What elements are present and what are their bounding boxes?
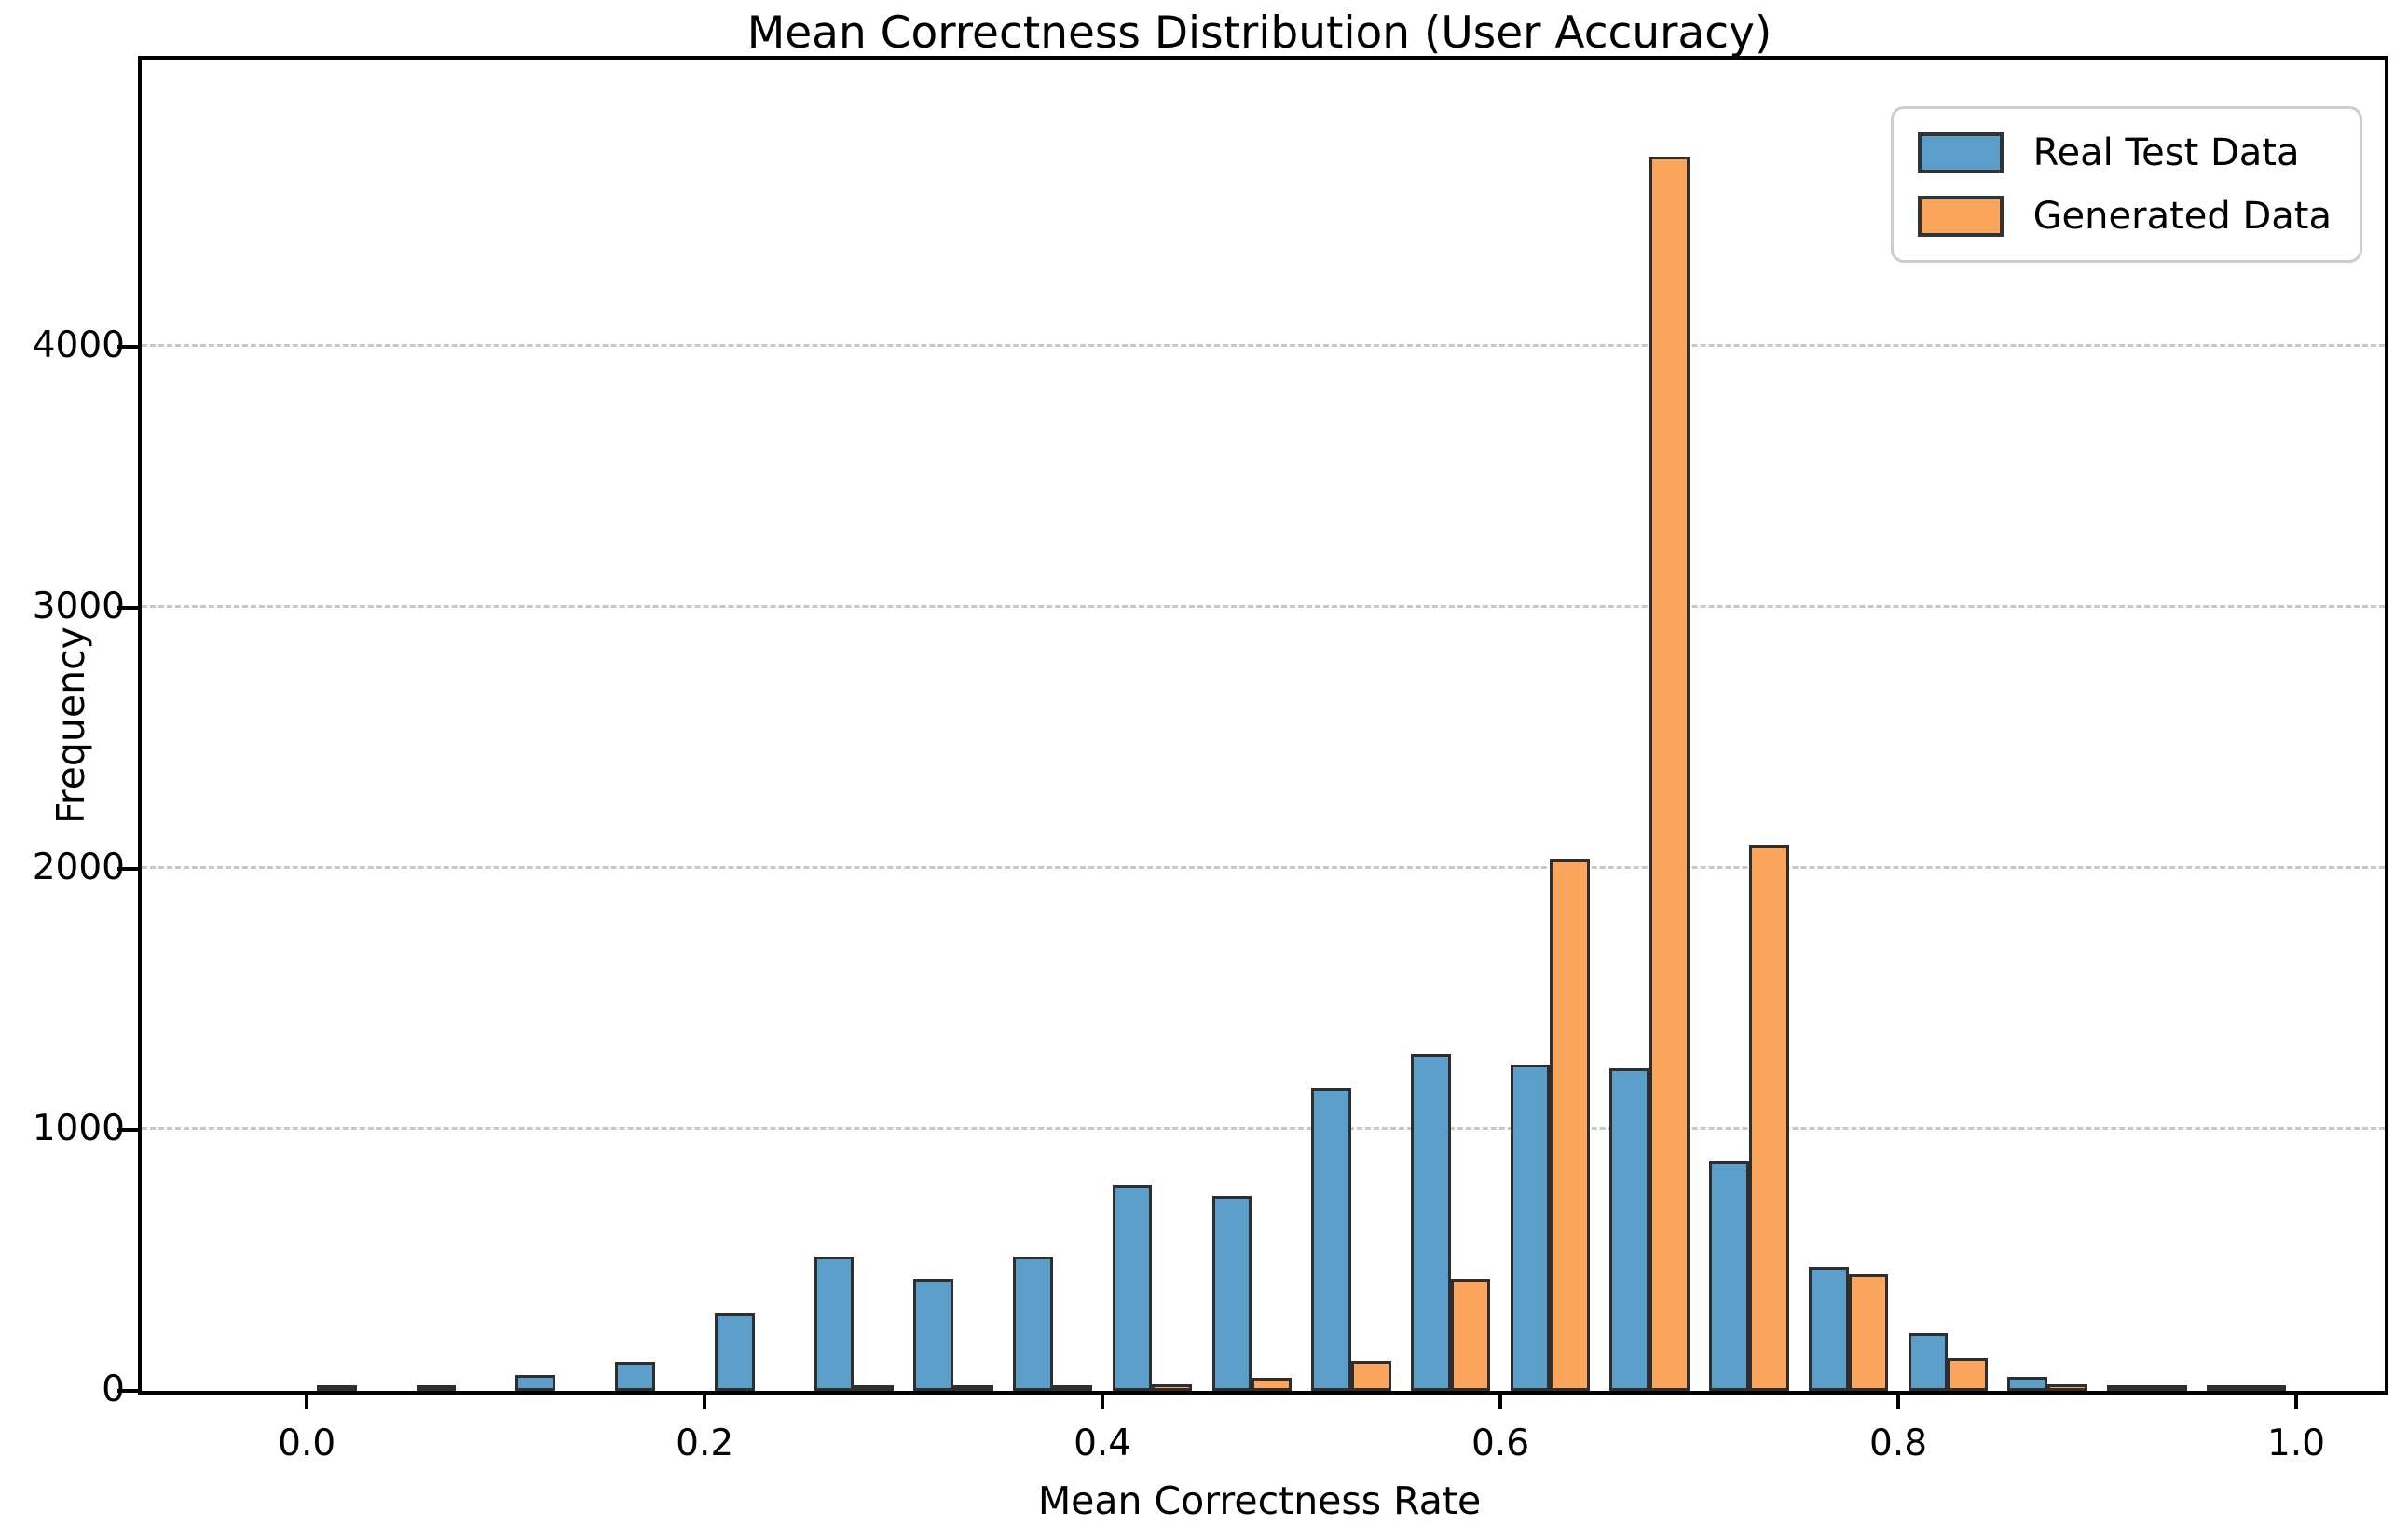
bar-real-test-data-bin-0.60 [1510,1065,1551,1391]
legend-row-generated-data: Generated Data [1917,195,2332,238]
bar-generated-data-bin-0.30 [953,1385,993,1391]
legend: Real Test Data Generated Data [1890,106,2362,263]
y-tick-label-1000: 1000 [32,1107,125,1149]
y-axis-label: Frequency [48,626,93,824]
y-tick-label-0: 0 [102,1368,125,1410]
bar-real-test-data-bin-0.30 [913,1278,953,1391]
legend-row-real-test-data: Real Test Data [1917,131,2332,174]
legend-label-real-test-data: Real Test Data [2032,131,2300,174]
x-tick-label-0.2: 0.2 [676,1422,734,1464]
y-tick-mark-0 [117,1389,138,1393]
gridline-y-4000 [142,344,2385,347]
legend-swatch-real-test-data [1917,132,2004,173]
bar-real-test-data-bin-0.50 [1311,1088,1351,1391]
bar-generated-data-bin-0.80 [1948,1358,1989,1391]
bar-real-test-data-bin-0.90 [2107,1385,2147,1391]
bar-generated-data-bin-0.35 [1052,1385,1093,1391]
x-tick-label-1.0: 1.0 [2266,1422,2326,1464]
gridline-y-3000 [142,605,2385,608]
gridline-y-2000 [142,866,2385,869]
bar-real-test-data-bin-0.05 [416,1385,457,1391]
chart-title: Mean Correctness Distribution (User Accu… [746,7,1772,59]
legend-label-generated-data: Generated Data [2032,195,2332,238]
bar-generated-data-bin-0.85 [2047,1384,2087,1391]
bar-generated-data-bin-0.25 [854,1385,894,1391]
bar-real-test-data-bin-0.10 [515,1375,556,1391]
y-tick-mark-3000 [117,606,138,610]
bar-real-test-data-bin-0.15 [615,1362,655,1391]
x-tick-label-0.8: 0.8 [1869,1422,1928,1464]
bar-real-test-data-bin-0.75 [1808,1267,1849,1391]
x-tick-mark-0.8 [1896,1391,1901,1409]
y-tick-label-2000: 2000 [32,846,125,888]
plot-area: Real Test Data Generated Data [138,56,2388,1395]
bar-generated-data-bin-0.90 [2146,1385,2187,1391]
bar-real-test-data-bin-0.95 [2206,1385,2247,1391]
bar-generated-data-bin-0.55 [1450,1278,1491,1391]
bar-generated-data-bin-0.75 [1848,1274,1889,1391]
bar-generated-data-bin-0.70 [1748,845,1789,1391]
bar-generated-data-bin-0.60 [1550,859,1591,1391]
bar-generated-data-bin-0.65 [1649,156,1690,1391]
y-tick-mark-1000 [117,1128,138,1132]
bar-generated-data-bin-0.45 [1252,1378,1292,1391]
y-tick-label-4000: 4000 [32,324,125,366]
x-tick-label-0.6: 0.6 [1471,1422,1530,1464]
y-tick-label-3000: 3000 [32,585,125,627]
x-tick-mark-1.0 [2294,1391,2298,1409]
bar-real-test-data-bin-0.00 [316,1385,357,1391]
x-tick-mark-0.0 [305,1391,309,1409]
bar-real-test-data-bin-0.65 [1609,1068,1650,1391]
bar-real-test-data-bin-0.55 [1411,1053,1451,1391]
bar-generated-data-bin-0.40 [1152,1384,1193,1391]
bar-real-test-data-bin-0.85 [2007,1376,2048,1391]
bar-real-test-data-bin-0.80 [1908,1333,1949,1391]
x-tick-mark-0.6 [1498,1391,1503,1409]
bar-real-test-data-bin-0.20 [714,1313,755,1391]
x-tick-mark-0.2 [703,1391,707,1409]
bar-real-test-data-bin-0.45 [1211,1196,1252,1391]
bar-real-test-data-bin-0.70 [1709,1161,1749,1391]
legend-swatch-generated-data [1917,196,2004,237]
bar-real-test-data-bin-0.40 [1112,1184,1153,1391]
bar-real-test-data-bin-0.25 [814,1256,855,1391]
y-tick-mark-2000 [117,867,138,871]
bar-real-test-data-bin-0.35 [1013,1256,1053,1391]
x-tick-mark-0.4 [1101,1391,1105,1409]
bar-generated-data-bin-0.50 [1350,1360,1391,1391]
x-axis-label: Mean Correctness Rate [1037,1478,1482,1523]
gridline-y-1000 [142,1127,2385,1130]
x-tick-label-0.4: 0.4 [1074,1422,1132,1464]
x-tick-label-0.0: 0.0 [278,1422,336,1464]
y-tick-mark-4000 [117,345,138,349]
bar-generated-data-bin-0.95 [2246,1385,2287,1391]
